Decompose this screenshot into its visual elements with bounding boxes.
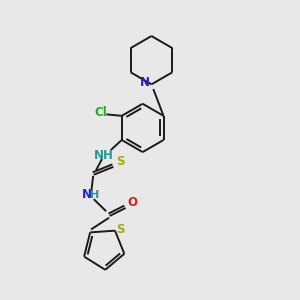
Text: S: S [116,155,124,168]
Text: N: N [140,76,150,89]
Text: N: N [82,188,92,201]
Text: Cl: Cl [94,106,107,119]
Text: H: H [90,190,99,200]
Text: O: O [127,196,137,209]
Text: NH: NH [94,149,114,162]
Text: S: S [116,223,124,236]
